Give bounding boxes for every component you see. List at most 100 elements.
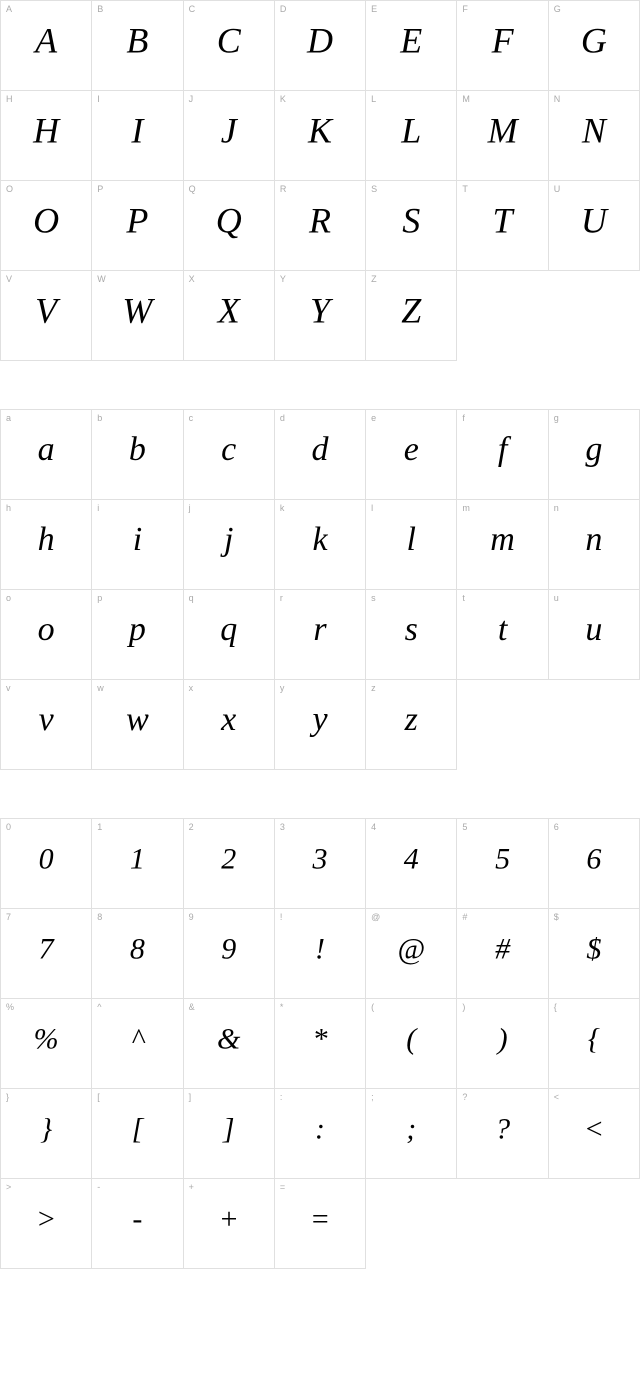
glyph-cell: dd <box>275 410 366 500</box>
glyph-cell: AA <box>1 1 92 91</box>
empty-cell <box>366 1179 457 1269</box>
glyph-label: M <box>462 94 470 104</box>
glyph-cell: bb <box>92 410 183 500</box>
glyph-display: & <box>217 1022 240 1056</box>
glyph-label: R <box>280 184 287 194</box>
glyph-label: K <box>280 94 286 104</box>
glyph-label: S <box>371 184 377 194</box>
glyph-cell: RR <box>275 181 366 271</box>
glyph-cell: {{ <box>549 999 640 1089</box>
glyph-display: d <box>311 431 328 469</box>
glyph-label: G <box>554 4 561 14</box>
glyph-cell: $$ <box>549 909 640 999</box>
glyph-display: y <box>312 701 327 739</box>
font-character-map: AABBCCDDEEFFGGHHIIJJKKLLMMNNOOPPQQRRSSTT… <box>0 0 640 1269</box>
glyph-cell: kk <box>275 500 366 590</box>
glyph-display: ; <box>406 1112 416 1146</box>
glyph-label: } <box>6 1092 9 1102</box>
glyph-label: ( <box>371 1002 374 1012</box>
glyph-cell: NN <box>549 91 640 181</box>
glyph-display: ) <box>498 1022 508 1056</box>
glyph-display: X <box>218 289 240 331</box>
glyph-label: e <box>371 413 376 423</box>
glyph-cell: JJ <box>184 91 275 181</box>
glyph-display: ( <box>406 1022 416 1056</box>
glyph-cell: aa <box>1 410 92 500</box>
glyph-label: ? <box>462 1092 467 1102</box>
glyph-label: f <box>462 413 465 423</box>
glyph-display: n <box>585 521 602 559</box>
glyph-display: 9 <box>221 932 236 966</box>
glyph-cell: !! <box>275 909 366 999</box>
glyph-label: v <box>6 683 11 693</box>
glyph-label: t <box>462 593 465 603</box>
glyph-cell: ii <box>92 500 183 590</box>
glyph-display: { <box>588 1022 600 1056</box>
glyph-label: T <box>462 184 468 194</box>
glyph-cell: PP <box>92 181 183 271</box>
glyph-display: Y <box>310 289 330 331</box>
glyph-display: q <box>220 611 237 649</box>
glyph-display: @ <box>397 932 425 966</box>
glyph-label: + <box>189 1182 194 1192</box>
glyph-label: p <box>97 593 102 603</box>
glyph-display: v <box>39 701 54 739</box>
glyph-cell: [[ <box>92 1089 183 1179</box>
glyph-display: > <box>36 1202 56 1236</box>
glyph-cell: hh <box>1 500 92 590</box>
glyph-display: * <box>312 1022 327 1056</box>
glyph-display: } <box>40 1112 52 1146</box>
glyph-cell: rr <box>275 590 366 680</box>
glyph-label: X <box>189 274 195 284</box>
glyph-cell: (( <box>366 999 457 1089</box>
glyph-display: l <box>407 521 416 559</box>
glyph-display: [ <box>132 1112 144 1146</box>
glyph-label: { <box>554 1002 557 1012</box>
glyph-cell: ** <box>275 999 366 1089</box>
glyph-display: R <box>309 199 331 241</box>
glyph-display: h <box>38 521 55 559</box>
glyph-cell: ee <box>366 410 457 500</box>
glyph-display: 8 <box>130 932 145 966</box>
glyph-cell: 33 <box>275 819 366 909</box>
glyph-display: e <box>404 431 419 469</box>
glyph-cell: uu <box>549 590 640 680</box>
glyph-display: m <box>490 521 515 559</box>
glyph-label: Z <box>371 274 377 284</box>
glyph-label: = <box>280 1182 285 1192</box>
glyph-cell: @@ <box>366 909 457 999</box>
glyph-display: 1 <box>130 842 145 876</box>
glyph-display: < <box>584 1112 604 1146</box>
glyph-label: I <box>97 94 100 104</box>
glyph-display: M <box>488 109 518 151</box>
glyph-cell: 88 <box>92 909 183 999</box>
glyph-display: E <box>400 19 422 61</box>
glyph-display: j <box>224 521 233 559</box>
glyph-label: ! <box>280 912 283 922</box>
glyph-cell: EE <box>366 1 457 91</box>
glyph-display: Z <box>401 289 421 331</box>
glyph-display: L <box>401 109 421 151</box>
glyph-display: 3 <box>312 842 327 876</box>
glyph-label: o <box>6 593 11 603</box>
glyph-display: c <box>221 431 236 469</box>
empty-cell <box>549 680 640 770</box>
glyph-cell: :: <box>275 1089 366 1179</box>
glyph-label: n <box>554 503 559 513</box>
glyph-display: T <box>493 199 513 241</box>
glyph-cell: 44 <box>366 819 457 909</box>
glyph-cell: VV <box>1 271 92 361</box>
glyph-display: B <box>126 19 148 61</box>
glyph-display: 7 <box>39 932 54 966</box>
glyph-label: x <box>189 683 194 693</box>
glyph-cell: II <box>92 91 183 181</box>
glyph-label: z <box>371 683 376 693</box>
glyph-cell: cc <box>184 410 275 500</box>
glyph-cell: ?? <box>457 1089 548 1179</box>
glyph-label: 5 <box>462 822 467 832</box>
glyph-display: S <box>402 199 420 241</box>
glyph-label: Y <box>280 274 286 284</box>
glyph-label: - <box>97 1182 100 1192</box>
glyph-cell: TT <box>457 181 548 271</box>
glyph-label: l <box>371 503 373 513</box>
